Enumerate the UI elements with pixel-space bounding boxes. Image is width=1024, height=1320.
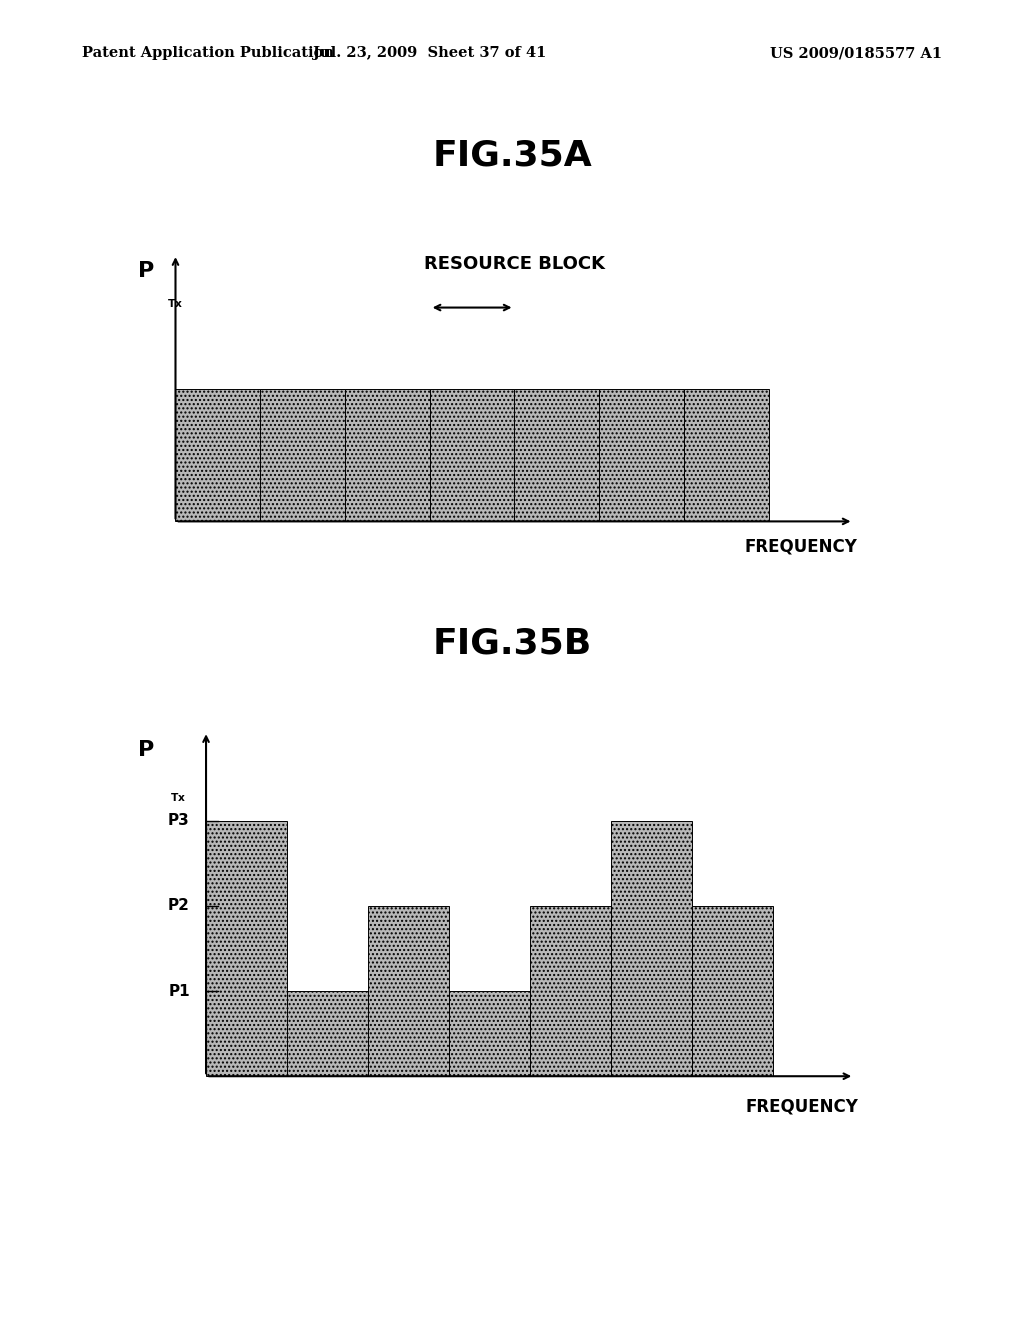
Text: FIG.35B: FIG.35B bbox=[432, 627, 592, 661]
Bar bbox=[345, 389, 430, 521]
Text: P2: P2 bbox=[168, 899, 189, 913]
Bar bbox=[206, 821, 287, 1076]
Text: RESOURCE BLOCK: RESOURCE BLOCK bbox=[424, 255, 605, 273]
Bar bbox=[684, 389, 769, 521]
Text: FIG.35A: FIG.35A bbox=[432, 139, 592, 173]
Text: FREQUENCY: FREQUENCY bbox=[745, 1097, 858, 1115]
Text: P3: P3 bbox=[168, 813, 189, 828]
Text: US 2009/0185577 A1: US 2009/0185577 A1 bbox=[770, 46, 942, 61]
Bar bbox=[611, 821, 692, 1076]
Text: $\mathbf{P}$: $\mathbf{P}$ bbox=[137, 260, 155, 282]
Bar bbox=[260, 389, 345, 521]
Bar bbox=[368, 906, 450, 1076]
Text: $\mathbf{_{Tx}}$: $\mathbf{_{Tx}}$ bbox=[170, 789, 185, 804]
Text: Patent Application Publication: Patent Application Publication bbox=[82, 46, 334, 61]
Text: FREQUENCY: FREQUENCY bbox=[744, 537, 858, 556]
Bar bbox=[599, 389, 684, 521]
Text: P1: P1 bbox=[168, 983, 189, 998]
Text: Jul. 23, 2009  Sheet 37 of 41: Jul. 23, 2009 Sheet 37 of 41 bbox=[313, 46, 547, 61]
Bar bbox=[450, 991, 530, 1076]
Bar bbox=[514, 389, 599, 521]
Bar bbox=[530, 906, 611, 1076]
Text: $\mathbf{_{Tx}}$: $\mathbf{_{Tx}}$ bbox=[167, 294, 183, 310]
Bar bbox=[175, 389, 260, 521]
Bar bbox=[287, 991, 368, 1076]
Bar bbox=[692, 906, 773, 1076]
Bar bbox=[430, 389, 514, 521]
Text: $\mathbf{P}$: $\mathbf{P}$ bbox=[137, 739, 155, 762]
